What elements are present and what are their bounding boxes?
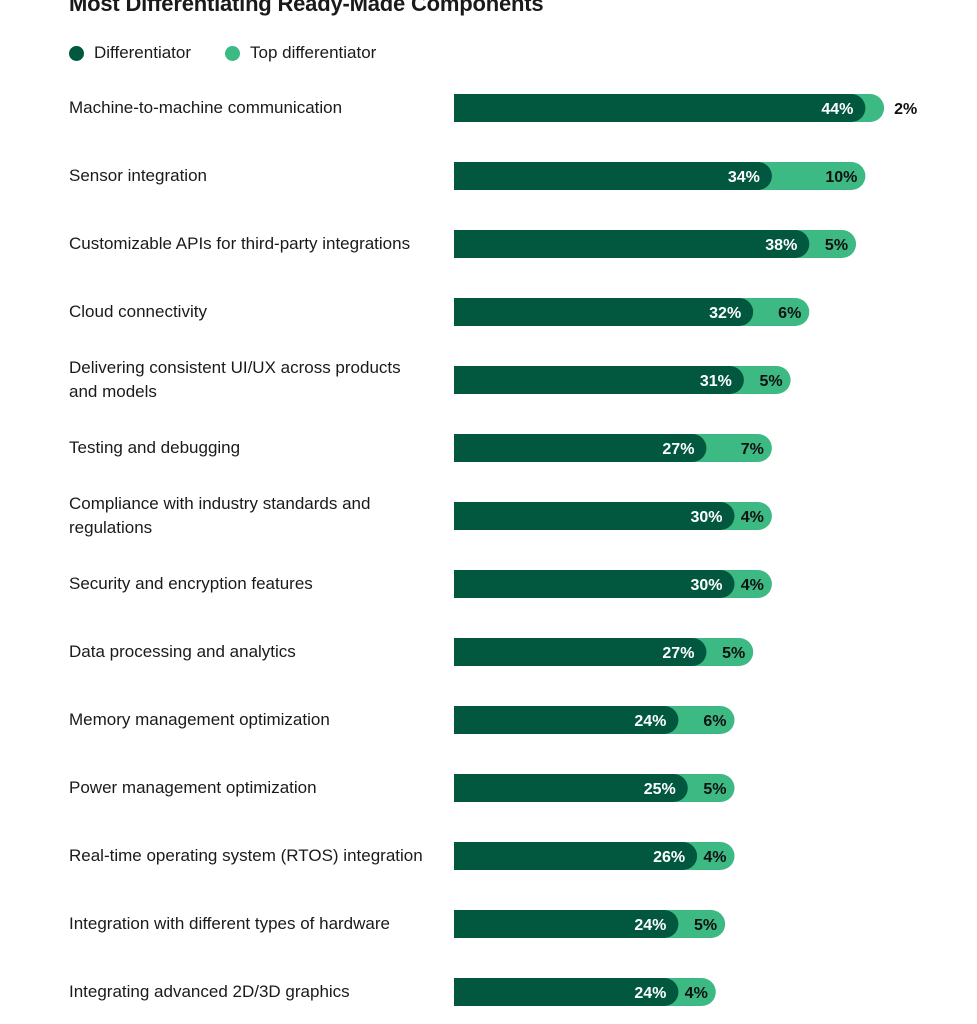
category-label: Machine-to-machine communication bbox=[69, 98, 343, 117]
data-label-differentiator: 24% bbox=[634, 917, 666, 934]
data-label-top-differentiator: 5% bbox=[825, 237, 848, 254]
data-label-top-differentiator: 4% bbox=[741, 577, 764, 594]
category-label: Cloud connectivity bbox=[69, 302, 207, 321]
bar-differentiator bbox=[454, 570, 735, 598]
data-label-differentiator: 30% bbox=[690, 509, 722, 526]
bar-differentiator bbox=[454, 366, 744, 394]
legend-label: Top differentiator bbox=[250, 43, 377, 62]
chart-title: Most Differentiating Ready-Made Componen… bbox=[69, 0, 544, 16]
bar-differentiator bbox=[454, 94, 866, 122]
data-label-differentiator: 27% bbox=[662, 645, 694, 662]
category-label: Integrating advanced 2D/3D graphics bbox=[69, 982, 350, 1001]
data-label-differentiator: 44% bbox=[821, 101, 853, 118]
bar-differentiator bbox=[454, 434, 707, 462]
category-label: Integration with different types of hard… bbox=[69, 914, 390, 933]
legend-item-differentiator: Differentiator bbox=[69, 43, 191, 63]
data-label-top-differentiator: 5% bbox=[703, 781, 726, 798]
bar-differentiator bbox=[454, 638, 707, 666]
data-label-top-differentiator: 7% bbox=[741, 441, 764, 458]
category-label: Testing and debugging bbox=[69, 438, 241, 457]
data-label-differentiator: 32% bbox=[709, 305, 741, 322]
category-label: Memory management optimization bbox=[69, 710, 330, 729]
category-label: Security and encryption features bbox=[69, 574, 313, 593]
data-label-differentiator: 38% bbox=[765, 237, 797, 254]
bar-differentiator bbox=[454, 774, 688, 802]
category-label: Compliance with industry standards and r… bbox=[69, 494, 371, 537]
data-label-top-differentiator: 2% bbox=[894, 101, 917, 118]
bar-differentiator bbox=[454, 230, 810, 258]
category-label: Power management optimization bbox=[69, 778, 317, 797]
data-label-top-differentiator: 6% bbox=[703, 713, 726, 730]
data-label-differentiator: 31% bbox=[700, 373, 732, 390]
category-label: Real-time operating system (RTOS) integr… bbox=[69, 846, 423, 865]
legend-label: Differentiator bbox=[94, 43, 192, 62]
legend-swatch-light bbox=[225, 45, 241, 61]
bar-differentiator bbox=[454, 910, 679, 938]
data-label-differentiator: 25% bbox=[644, 781, 676, 798]
data-label-top-differentiator: 5% bbox=[722, 645, 745, 662]
bar-differentiator bbox=[454, 706, 679, 734]
legend-swatch-dark bbox=[69, 45, 84, 61]
data-label-differentiator: 24% bbox=[634, 985, 666, 1002]
bar-differentiator bbox=[454, 502, 735, 530]
data-label-differentiator: 24% bbox=[634, 713, 666, 730]
category-label: Data processing and analytics bbox=[69, 642, 296, 661]
bar-differentiator bbox=[454, 162, 772, 191]
data-label-top-differentiator: 10% bbox=[825, 169, 857, 186]
category-label: Customizable APIs for third-party integr… bbox=[69, 234, 411, 253]
data-label-differentiator: 27% bbox=[662, 441, 694, 458]
data-label-top-differentiator: 4% bbox=[741, 509, 764, 526]
data-label-differentiator: 26% bbox=[653, 849, 685, 866]
category-label: Delivering consistent UI/UX across produ… bbox=[69, 358, 401, 401]
data-label-differentiator: 34% bbox=[728, 169, 760, 186]
bar-differentiator bbox=[454, 978, 679, 1006]
bar-differentiator bbox=[454, 842, 698, 870]
data-label-top-differentiator: 5% bbox=[759, 373, 782, 390]
data-label-top-differentiator: 6% bbox=[778, 305, 801, 322]
category-label: Sensor integration bbox=[69, 166, 207, 185]
data-label-top-differentiator: 5% bbox=[694, 917, 717, 934]
data-label-top-differentiator: 4% bbox=[703, 849, 726, 866]
data-label-differentiator: 30% bbox=[690, 577, 722, 594]
legend-item-top-differentiator: Top differentiator bbox=[225, 43, 376, 63]
data-label-top-differentiator: 4% bbox=[685, 985, 708, 1002]
legend: Differentiator Top differentiator bbox=[69, 43, 376, 63]
bar-differentiator bbox=[454, 298, 754, 326]
